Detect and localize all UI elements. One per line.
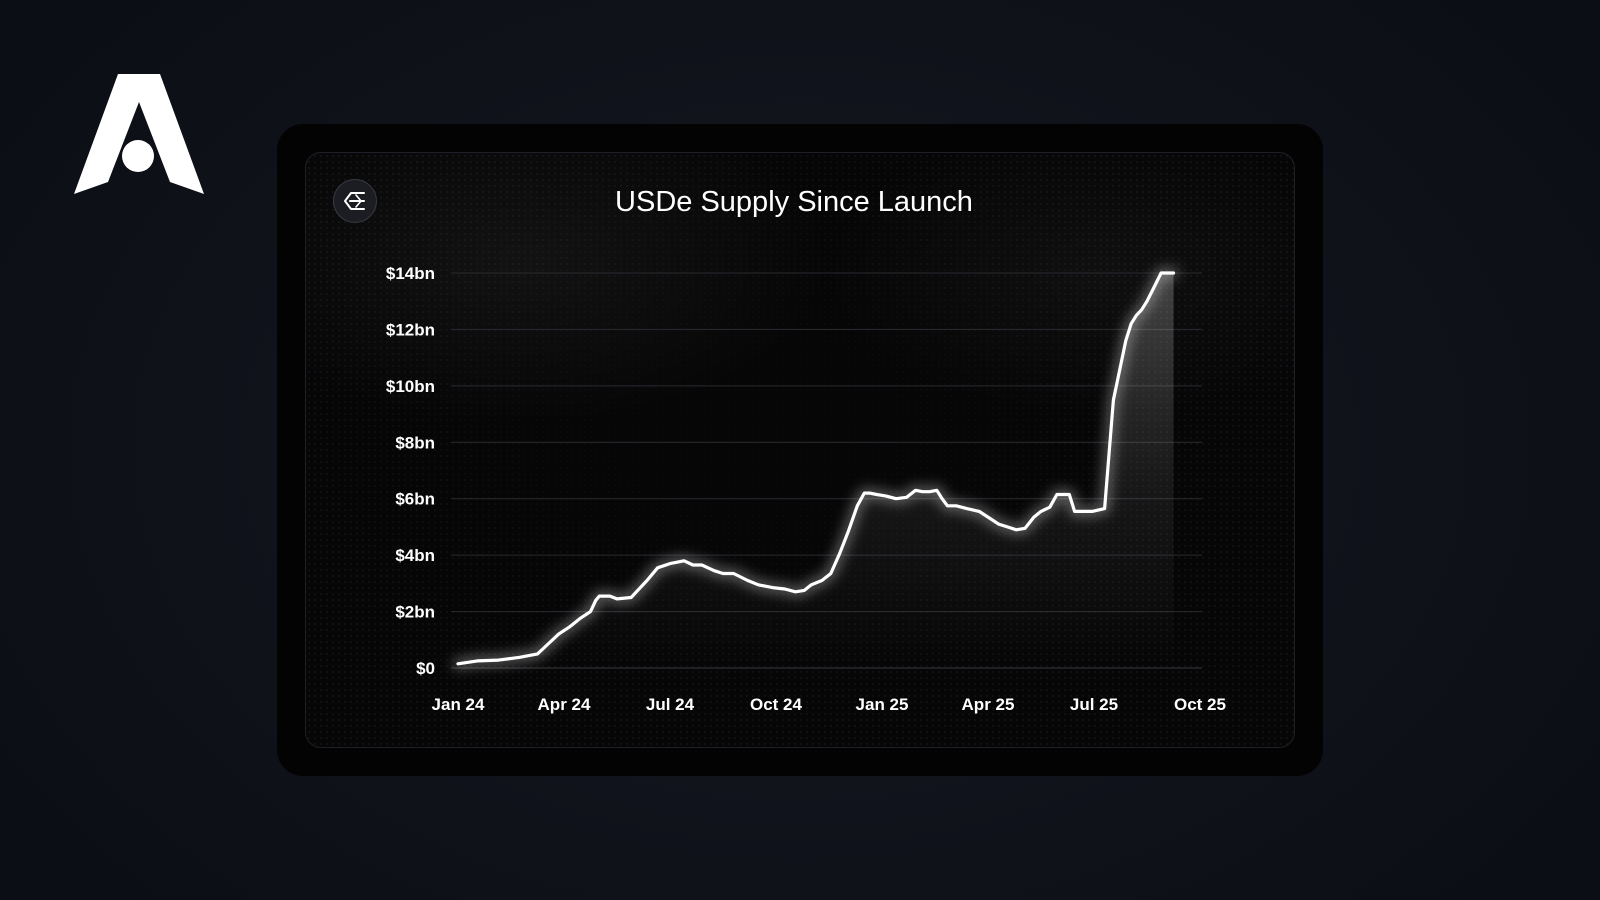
x-tick-label: Jul 24	[646, 695, 695, 714]
x-tick-label: Oct 24	[750, 695, 803, 714]
y-tick-label: $12bn	[386, 320, 435, 339]
x-tick-label: Apr 24	[538, 695, 591, 714]
y-tick-label: $0	[416, 659, 435, 678]
area-fill	[458, 273, 1174, 668]
series-line-0	[456, 271, 1176, 666]
y-tick-label: $2bn	[395, 603, 435, 622]
arrow-a-logo-icon	[74, 74, 204, 194]
y-tick-label: $6bn	[395, 490, 435, 509]
x-tick-label: Jan 25	[856, 695, 909, 714]
chart-panel: USDe Supply Since Launch $0 $2bn $4bn $6bn $…	[305, 152, 1295, 748]
x-tick-label: Apr 25	[962, 695, 1015, 714]
x-axis-ticks: Jan 24 Apr 24 Jul 24 Oct 24 Jan 25 Apr 25 Jul …	[432, 695, 1226, 714]
x-tick-label: Jul 25	[1070, 695, 1118, 714]
chart-title: USDe Supply Since Launch	[615, 186, 973, 218]
y-tick-label: $10bn	[386, 377, 435, 396]
y-tick-label: $14bn	[386, 264, 435, 283]
x-tick-label: Oct 25	[1174, 695, 1226, 714]
chart-card: USDe Supply Since Launch $0 $2bn $4bn $6bn $…	[277, 124, 1323, 776]
chart: USDe Supply Since Launch $0$2bn$4bn$6bn$…	[386, 186, 1226, 714]
y-tick-label: $4bn	[395, 546, 435, 565]
series-lines	[453, 268, 1179, 669]
ethena-sigma-icon	[344, 192, 365, 210]
ethena-badge	[333, 179, 377, 223]
y-axis-ticks: $0 $2bn $4bn $6bn $8bn $10bn $12bn $14bn	[386, 264, 435, 678]
y-tick-label: $8bn	[395, 433, 435, 452]
series-area-0	[458, 273, 1174, 668]
x-tick-label: Jan 24	[432, 695, 485, 714]
